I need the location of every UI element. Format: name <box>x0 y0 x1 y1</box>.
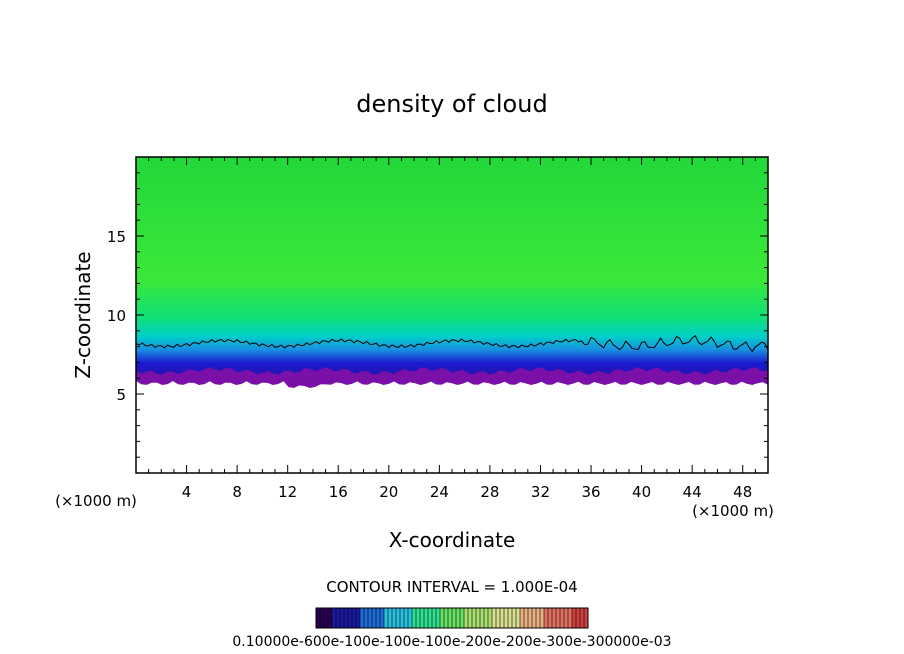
colorbar-cell <box>412 608 416 628</box>
x-tick-label: 32 <box>531 483 550 501</box>
colorbar-cell <box>572 608 576 628</box>
colorbar-cell <box>528 608 532 628</box>
colorbar-cell <box>328 608 332 628</box>
colorbar-cell <box>476 608 480 628</box>
colorbar-cell <box>344 608 348 628</box>
x-tick-label: 24 <box>430 483 449 501</box>
colorbar-cell <box>468 608 472 628</box>
colorbar-cell <box>488 608 492 628</box>
colorbar-cell <box>432 608 436 628</box>
colorbar-cell <box>544 608 548 628</box>
y-tick-label: 15 <box>107 228 126 246</box>
y-tick-label: 5 <box>116 386 126 404</box>
x-axis-label: X-coordinate <box>389 528 516 552</box>
colorbar-cell <box>532 608 536 628</box>
y-axis: 5 10 15 <box>107 172 768 458</box>
colorbar-cell <box>396 608 400 628</box>
contour-interval-label: CONTOUR INTERVAL = 1.000E-04 <box>326 578 577 596</box>
colorbar-cell <box>548 608 552 628</box>
x-tick-label: 8 <box>232 483 242 501</box>
colorbar-cell <box>348 608 352 628</box>
colorbar-cell <box>500 608 504 628</box>
colorbar-cell <box>520 608 524 628</box>
colorbar-cell <box>584 608 588 628</box>
colorbar-cell <box>564 608 568 628</box>
colorbar-cell <box>524 608 528 628</box>
colorbar-cell <box>360 608 364 628</box>
cloud-free-region <box>136 379 768 473</box>
colorbar-cell <box>480 608 484 628</box>
colorbar-cell <box>388 608 392 628</box>
colorbar-cell <box>340 608 344 628</box>
colorbar-cell <box>320 608 324 628</box>
colorbar-cell <box>336 608 340 628</box>
colorbar-cell <box>316 608 320 628</box>
colorbar-cell <box>324 608 328 628</box>
x-axis: 4 8 12 16 20 24 28 32 36 40 44 48 <box>148 157 756 501</box>
colorbar-cell <box>484 608 488 628</box>
chart-title: density of cloud <box>356 90 547 118</box>
x-tick-label: 28 <box>480 483 499 501</box>
cloud-density-field <box>136 157 768 382</box>
colorbar-frame <box>315 607 589 629</box>
colorbar-labels: 0.10000e-600e-100e-100e-100e-200e-200e-3… <box>232 634 671 650</box>
colorbar-cell <box>408 608 412 628</box>
cloud-base-band <box>136 367 768 388</box>
x-tick-label: 20 <box>379 483 398 501</box>
colorbar-cell <box>512 608 516 628</box>
colorbar-cell <box>436 608 440 628</box>
colorbar-cell <box>456 608 460 628</box>
colorbar-cell <box>404 608 408 628</box>
colorbar-cell <box>448 608 452 628</box>
colorbar-cell <box>416 608 420 628</box>
colorbar-cell <box>332 608 336 628</box>
colorbar-cell <box>364 608 368 628</box>
colorbar-cell <box>356 608 360 628</box>
x-unit-label-left: (×1000 m) <box>55 492 137 510</box>
contour-line <box>136 334 768 353</box>
colorbar-cell <box>556 608 560 628</box>
x-tick-label: 12 <box>278 483 297 501</box>
colorbar-cell <box>440 608 444 628</box>
colorbar-cell <box>460 608 464 628</box>
x-tick-label: 4 <box>182 483 192 501</box>
colorbar-cell <box>568 608 572 628</box>
colorbar <box>315 608 588 628</box>
x-tick-label: 16 <box>329 483 348 501</box>
colorbar-cell <box>496 608 500 628</box>
x-tick-label: 36 <box>581 483 600 501</box>
colorbar-cell <box>376 608 380 628</box>
colorbar-cell <box>492 608 496 628</box>
x-unit-label-right: (×1000 m) <box>692 502 774 520</box>
colorbar-cell <box>504 608 508 628</box>
colorbar-cell <box>452 608 456 628</box>
colorbar-cell <box>536 608 540 628</box>
colorbar-cell <box>400 608 404 628</box>
colorbar-cell <box>384 608 388 628</box>
colorbar-cell <box>464 608 468 628</box>
colorbar-cell <box>552 608 556 628</box>
colorbar-cell <box>560 608 564 628</box>
y-tick-label: 10 <box>107 307 126 325</box>
x-tick-label: 40 <box>632 483 651 501</box>
colorbar-cell <box>428 608 432 628</box>
colorbar-cell <box>352 608 356 628</box>
colorbar-cell <box>372 608 376 628</box>
x-tick-label: 48 <box>733 483 752 501</box>
colorbar-cell <box>508 608 512 628</box>
colorbar-cell <box>516 608 520 628</box>
colorbar-cell <box>380 608 384 628</box>
colorbar-cell <box>392 608 396 628</box>
colorbar-cell <box>424 608 428 628</box>
colorbar-cell <box>576 608 580 628</box>
colorbar-cell <box>368 608 372 628</box>
colorbar-cell <box>420 608 424 628</box>
y-axis-label: Z-coordinate <box>71 251 95 378</box>
colorbar-cell <box>444 608 448 628</box>
colorbar-cell <box>472 608 476 628</box>
colorbar-cell <box>540 608 544 628</box>
colorbar-cell <box>580 608 584 628</box>
x-tick-label: 44 <box>683 483 702 501</box>
